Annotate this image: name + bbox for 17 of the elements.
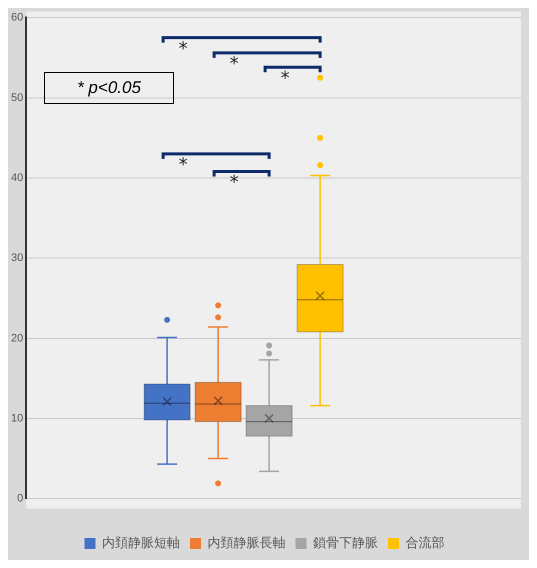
legend-label: 内頚静脈短軸	[102, 536, 180, 551]
y-tick-label: 40	[10, 172, 24, 184]
legend-note-frame: * p<0.05	[44, 72, 174, 104]
legend-label: 合流部	[406, 534, 444, 551]
y-tick-label: 30	[10, 252, 24, 264]
annotation: *	[280, 68, 290, 89]
y-tick-label: 10	[10, 412, 24, 424]
annotation: *	[178, 154, 188, 176]
annotation: *	[230, 54, 239, 75]
y-tick-label: 20	[10, 332, 24, 344]
legend-label: 鎖骨下静脈	[313, 536, 378, 551]
y-tick-label: 0	[17, 492, 24, 505]
y-tick-label: 50	[10, 92, 24, 104]
annotation: *	[178, 38, 188, 60]
annotation: *	[230, 172, 239, 194]
y-tick-label: 60	[10, 12, 24, 24]
legend-label: 内頚静脈長軸	[208, 536, 286, 551]
